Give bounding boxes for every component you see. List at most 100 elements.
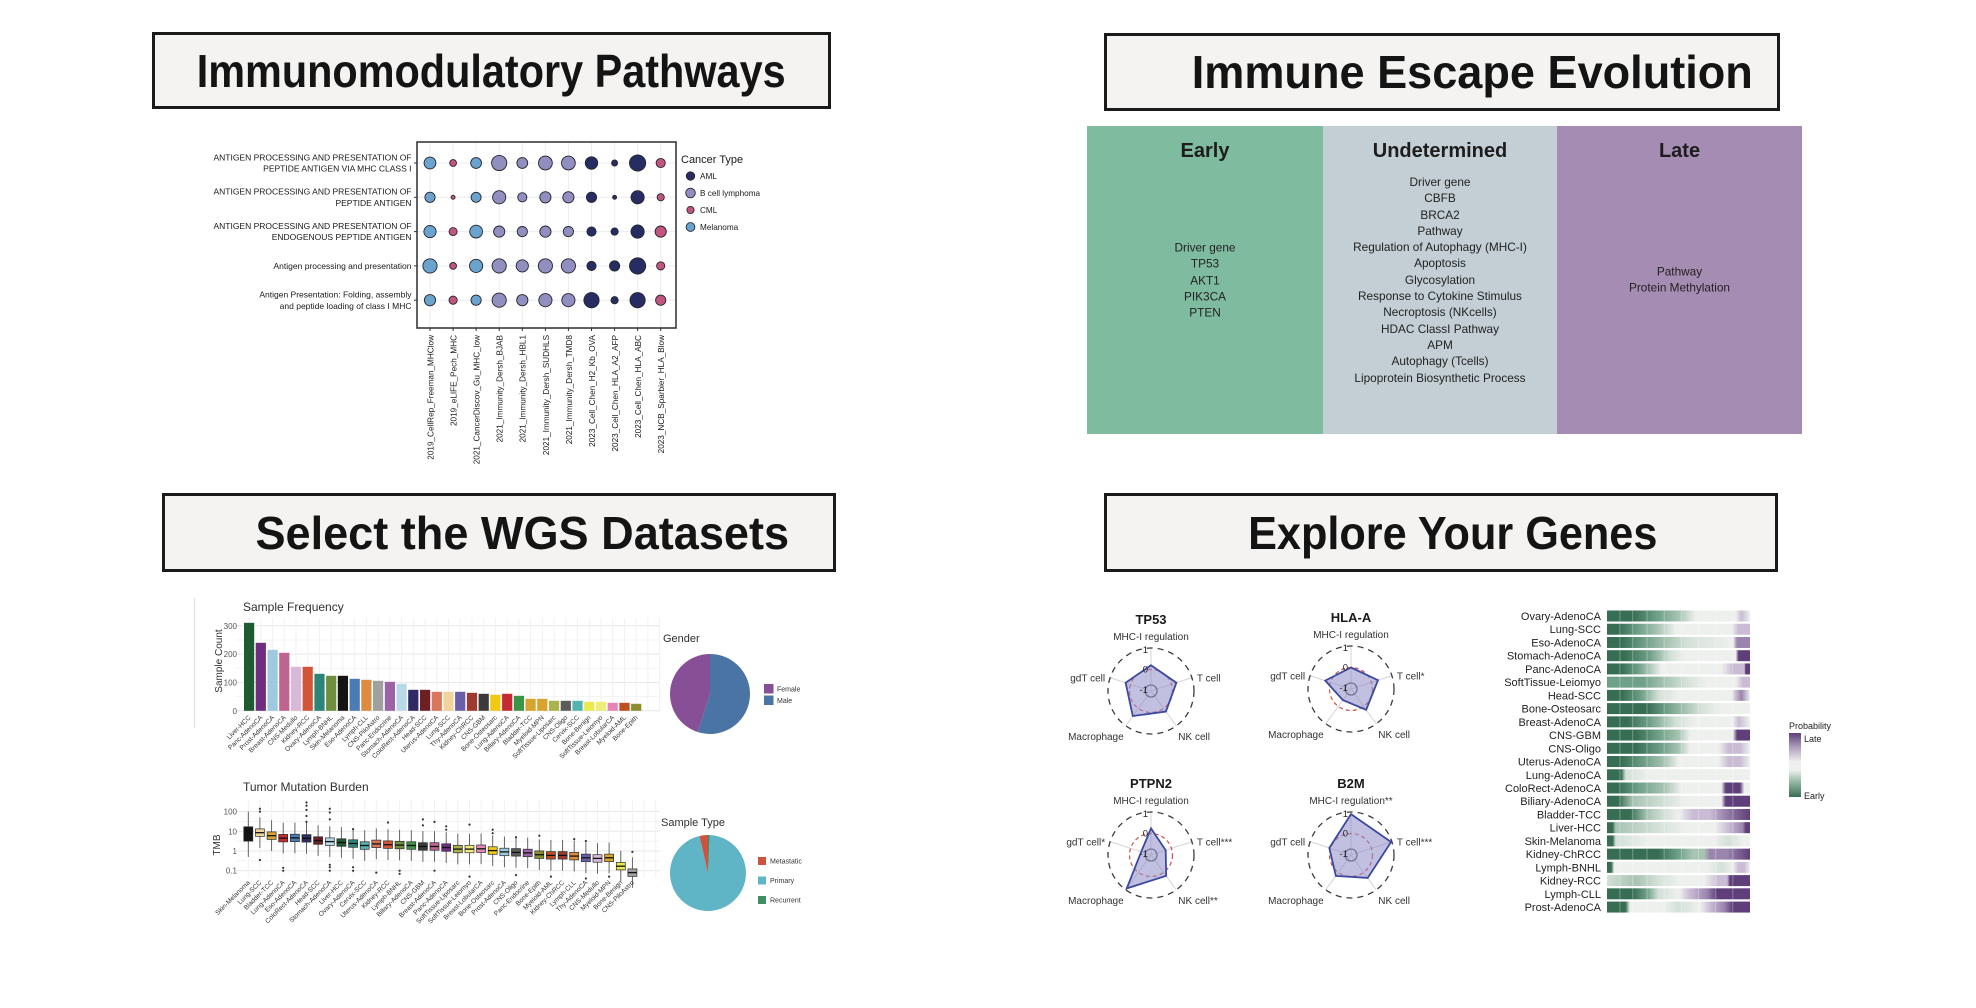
- svg-text:2023_Cell_Chen_HLA_ABC: 2023_Cell_Chen_HLA_ABC: [634, 335, 643, 438]
- svg-text:Female: Female: [777, 687, 800, 694]
- svg-text:100: 100: [224, 679, 238, 688]
- svg-text:Lymph-BNHL: Lymph-BNHL: [1535, 862, 1601, 874]
- svg-text:Probability: Probability: [1789, 721, 1832, 731]
- svg-text:CNS-GBM: CNS-GBM: [1549, 730, 1601, 742]
- svg-text:300: 300: [224, 622, 238, 631]
- svg-text:CML: CML: [700, 206, 718, 215]
- svg-text:MHC-I regulation: MHC-I regulation: [1313, 630, 1389, 641]
- svg-text:ENDOGENOUS PEPTIDE ANTIGEN: ENDOGENOUS PEPTIDE ANTIGEN: [272, 232, 412, 242]
- svg-text:Macrophage: Macrophage: [1068, 896, 1124, 907]
- svg-text:Breast-AdenoCA: Breast-AdenoCA: [1518, 717, 1601, 729]
- svg-text:MHC-I regulation**: MHC-I regulation**: [1309, 796, 1392, 807]
- svg-text:1: 1: [1143, 645, 1148, 656]
- svg-text:gdT cell: gdT cell: [1270, 672, 1305, 683]
- svg-text:NK cell**: NK cell**: [1178, 896, 1218, 907]
- svg-text:Primary: Primary: [770, 878, 795, 885]
- svg-text:0: 0: [1143, 829, 1148, 840]
- svg-text:MHC-I regulation: MHC-I regulation: [1113, 796, 1189, 807]
- svg-text:MHC-I regulation: MHC-I regulation: [1113, 632, 1189, 643]
- svg-text:Sample Count: Sample Count: [214, 629, 225, 693]
- svg-text:100: 100: [224, 808, 238, 817]
- svg-text:0: 0: [1343, 663, 1348, 674]
- svg-text:gdT cell*: gdT cell*: [1066, 838, 1105, 849]
- svg-text:Macrophage: Macrophage: [1268, 730, 1324, 741]
- svg-text:Sample Type: Sample Type: [661, 817, 725, 829]
- svg-text:HLA-A: HLA-A: [1331, 610, 1372, 625]
- svg-text:PEPTIDE ANTIGEN VIA MHC CLASS: PEPTIDE ANTIGEN VIA MHC CLASS I: [263, 164, 411, 174]
- svg-text:ANTIGEN PROCESSING AND PRESENT: ANTIGEN PROCESSING AND PRESENTATION OF: [213, 221, 411, 231]
- svg-text:2021_Immunity_Dersh_BJAB: 2021_Immunity_Dersh_BJAB: [496, 334, 505, 442]
- svg-text:Lung-AdenoCA: Lung-AdenoCA: [1526, 770, 1602, 782]
- svg-text:Ovary-AdenoCA: Ovary-AdenoCA: [1521, 611, 1602, 623]
- svg-text:2021_Immunity_Dersh_HBL1: 2021_Immunity_Dersh_HBL1: [519, 335, 528, 443]
- svg-text:Kidney-RCC: Kidney-RCC: [1540, 876, 1601, 888]
- svg-text:T cell***: T cell***: [1197, 838, 1232, 849]
- svg-text:Biliary-AdenoCA: Biliary-AdenoCA: [1520, 796, 1601, 808]
- svg-text:Prost-AdenoCA: Prost-AdenoCA: [1525, 902, 1602, 914]
- svg-text:AML: AML: [700, 172, 717, 181]
- svg-text:Late: Late: [1804, 734, 1822, 744]
- svg-text:Cancer Type: Cancer Type: [681, 154, 743, 166]
- svg-text:B cell lymphoma: B cell lymphoma: [700, 189, 761, 198]
- svg-text:ANTIGEN PROCESSING AND PRESENT: ANTIGEN PROCESSING AND PRESENTATION OF: [213, 152, 411, 162]
- svg-text:Stomach-AdenoCA: Stomach-AdenoCA: [1507, 651, 1602, 663]
- svg-text:Head-SCC: Head-SCC: [1548, 690, 1601, 702]
- svg-text:Macrophage: Macrophage: [1068, 732, 1124, 743]
- svg-text:2021_CancerDiscov_Gu_MHC_low: 2021_CancerDiscov_Gu_MHC_low: [473, 335, 482, 464]
- svg-text:Lymph-CLL: Lymph-CLL: [1545, 889, 1601, 901]
- svg-text:Sample Frequency: Sample Frequency: [243, 600, 344, 614]
- svg-text:T cell*: T cell*: [1397, 672, 1425, 683]
- svg-text:0: 0: [1343, 829, 1348, 840]
- svg-text:-1: -1: [1140, 849, 1148, 860]
- svg-text:Eso-AdenoCA: Eso-AdenoCA: [1531, 638, 1601, 650]
- svg-text:gdT cell: gdT cell: [1070, 674, 1105, 685]
- svg-text:CNS-Oligo: CNS-Oligo: [1548, 743, 1601, 755]
- svg-text:2021_Immunity_Dersh_TMD8: 2021_Immunity_Dersh_TMD8: [565, 335, 574, 445]
- svg-text:gdT cell: gdT cell: [1270, 838, 1305, 849]
- svg-text:2023_Cell_Chen_HLA_A2_AFP: 2023_Cell_Chen_HLA_A2_AFP: [611, 334, 620, 451]
- svg-text:2023_NCB_Sparbier_HLA_Blow: 2023_NCB_Sparbier_HLA_Blow: [657, 335, 666, 453]
- svg-text:NK cell: NK cell: [1178, 732, 1210, 743]
- svg-text:2019_eLIFE_Pech_MHC: 2019_eLIFE_Pech_MHC: [449, 335, 458, 426]
- svg-text:SoftTissue-Leiomyo: SoftTissue-Leiomyo: [1504, 677, 1601, 689]
- svg-text:1: 1: [1143, 809, 1148, 820]
- svg-text:1: 1: [233, 847, 238, 856]
- svg-text:ColoRect-AdenoCA: ColoRect-AdenoCA: [1505, 783, 1602, 795]
- svg-text:B2M: B2M: [1337, 776, 1364, 791]
- svg-text:and peptide loading of class I: and peptide loading of class I MHC: [280, 301, 412, 311]
- svg-text:0: 0: [1143, 665, 1148, 676]
- svg-text:Bladder-TCC: Bladder-TCC: [1537, 810, 1601, 822]
- svg-text:Lung-SCC: Lung-SCC: [1550, 624, 1601, 636]
- svg-text:1: 1: [1343, 809, 1348, 820]
- svg-text:T cell***: T cell***: [1397, 838, 1432, 849]
- svg-text:Melanoma: Melanoma: [700, 223, 739, 232]
- svg-text:Antigen processing and present: Antigen processing and presentation: [274, 261, 412, 271]
- svg-text:Kidney-ChRCC: Kidney-ChRCC: [1526, 849, 1601, 861]
- svg-text:Metastatic: Metastatic: [770, 859, 802, 866]
- svg-text:2021_Immunity_Dersh_SUDHLS: 2021_Immunity_Dersh_SUDHLS: [542, 334, 551, 455]
- svg-text:Gender: Gender: [663, 633, 700, 645]
- svg-text:10: 10: [228, 827, 237, 836]
- svg-text:Early: Early: [1804, 791, 1825, 801]
- svg-text:Liver-HCC: Liver-HCC: [1550, 823, 1601, 835]
- svg-text:TMB: TMB: [212, 834, 223, 855]
- svg-text:Recurrent: Recurrent: [770, 898, 801, 905]
- svg-text:TP53: TP53: [1135, 612, 1166, 627]
- svg-text:ANTIGEN PROCESSING AND PRESENT: ANTIGEN PROCESSING AND PRESENTATION OF: [213, 187, 411, 197]
- svg-text:NK cell: NK cell: [1378, 896, 1410, 907]
- svg-text:Antigen Presentation: Folding,: Antigen Presentation: Folding, assembly: [259, 290, 412, 300]
- svg-text:-1: -1: [1340, 849, 1348, 860]
- svg-text:NK cell: NK cell: [1378, 730, 1410, 741]
- svg-text:Macrophage: Macrophage: [1268, 896, 1324, 907]
- svg-text:PEPTIDE ANTIGEN: PEPTIDE ANTIGEN: [335, 198, 411, 208]
- svg-text:1: 1: [1343, 643, 1348, 654]
- svg-text:Uterus-AdenoCA: Uterus-AdenoCA: [1518, 757, 1602, 769]
- svg-text:Panc-AdenoCA: Panc-AdenoCA: [1525, 664, 1601, 676]
- svg-text:Bone-Osteosarc: Bone-Osteosarc: [1522, 704, 1602, 716]
- svg-text:Tumor Mutation Burden: Tumor Mutation Burden: [243, 780, 369, 794]
- svg-text:0.1: 0.1: [226, 867, 238, 876]
- svg-text:PTPN2: PTPN2: [1130, 776, 1172, 791]
- svg-text:200: 200: [224, 650, 238, 659]
- svg-text:T cell: T cell: [1197, 674, 1221, 685]
- svg-text:2023_Cell_Chen_H2_Kb_OVA: 2023_Cell_Chen_H2_Kb_OVA: [588, 334, 597, 446]
